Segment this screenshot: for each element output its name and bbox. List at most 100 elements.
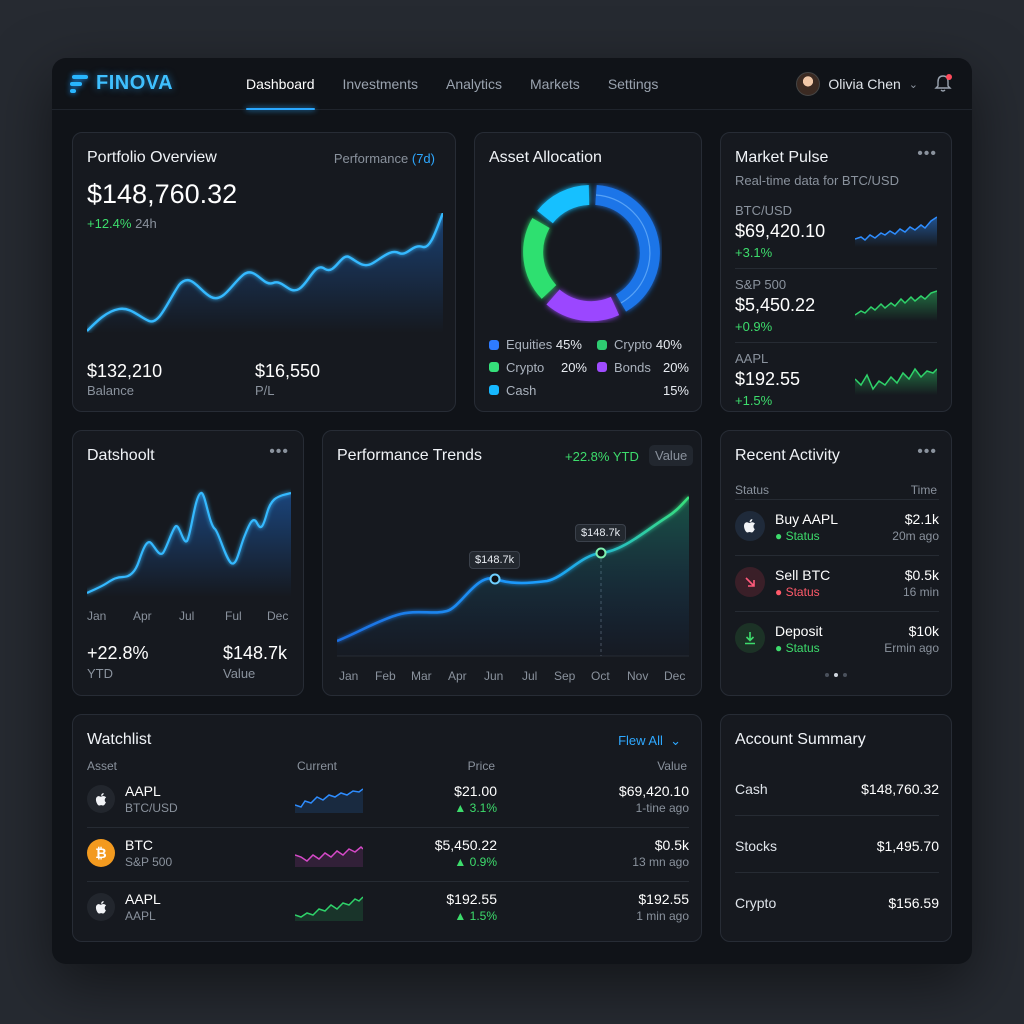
tooltip-value: $148.7k: [469, 551, 521, 569]
value-toggle[interactable]: Value: [649, 445, 694, 466]
x-axis-label: Sep: [554, 669, 576, 683]
allocation-donut-chart: [523, 185, 660, 322]
datsheet-card: Datshoolt ••• Jan Apr Jul Ful Dec +22.8%…: [72, 430, 304, 696]
pl-label: P/L: [255, 383, 275, 398]
more-options-icon[interactable]: •••: [917, 145, 937, 162]
donut-slice-equities: [594, 185, 660, 312]
card-title: Account Summary: [735, 731, 866, 748]
recent-activity-card: Recent Activity ••• Status Time Buy AAPL…: [720, 430, 952, 696]
x-axis-label: Jul: [179, 609, 195, 623]
market-item-aapl[interactable]: AAPL $192.55 +1.5%: [735, 351, 937, 425]
status-badge: ● Status: [775, 585, 820, 599]
card-title: Market Pulse: [735, 149, 829, 166]
price-change: ▲ 0.9%: [454, 855, 497, 869]
watchlist-card: Watchlist Flew All ⌄ Asset Current Price…: [72, 714, 702, 942]
legend-swatch: [489, 385, 499, 395]
more-options-icon[interactable]: •••: [269, 443, 289, 460]
legend-item-cash: Cash 15%: [489, 383, 689, 398]
x-axis-label: Apr: [448, 669, 467, 683]
x-axis-label: Jan: [339, 669, 359, 683]
divider: [87, 881, 689, 882]
portfolio-total: $148,760.32: [87, 179, 238, 209]
x-axis-label: Jan: [87, 609, 107, 623]
notification-bell-icon[interactable]: [934, 74, 952, 94]
x-axis-label: Dec: [267, 609, 289, 623]
performance-line-chart: [337, 496, 689, 657]
x-axis-label: Apr: [133, 609, 152, 623]
table-row[interactable]: ₿ BTC S&P 500 $5,450.22 ▲ 0.9% $0.5k 13 …: [87, 831, 689, 885]
sparkline: [295, 896, 363, 921]
sparkline: [855, 216, 937, 247]
x-axis-label: Nov: [627, 669, 649, 683]
chevron-down-icon: ⌄: [666, 733, 681, 748]
column-header-time: Time: [910, 483, 937, 497]
nav-investments[interactable]: Investments: [342, 76, 418, 92]
legend-swatch: [489, 339, 499, 350]
market-pulse-card: Market Pulse ••• Real-time data for BTC/…: [720, 132, 952, 412]
market-item-btc[interactable]: BTC/USD $69,420.10 +3.1%: [735, 203, 937, 277]
pagination-dots[interactable]: [825, 673, 847, 677]
legend-item-equities: Equities 45%: [489, 337, 582, 352]
user-menu[interactable]: Olivia Chen ⌄: [796, 72, 918, 96]
legend-item-crypto: Crypto 40%: [597, 337, 682, 352]
data-point: [595, 547, 607, 559]
price-change: ▲ 3.1%: [454, 801, 497, 815]
activity-item[interactable]: Buy AAPL ● Status $2.1k 20m ago: [735, 507, 939, 557]
divider: [735, 815, 939, 816]
apple-icon: [735, 511, 765, 541]
performance-range-selector[interactable]: Performance (7d): [333, 151, 435, 166]
asset-allocation-card: Asset Allocation Equities 45% Crypto 40%: [474, 132, 702, 412]
x-axis-label: Jul: [522, 669, 538, 683]
activity-item[interactable]: Sell BTC ● Status $0.5k 16 min: [735, 563, 939, 613]
view-all-link[interactable]: Flew All ⌄: [618, 733, 681, 748]
tooltip-value: $148.7k: [575, 524, 627, 542]
brand-logo[interactable]: FINOVA: [70, 72, 173, 95]
chevron-down-icon: ⌄: [908, 78, 918, 91]
top-navigation-bar: FINOVA Dashboard Investments Analytics M…: [52, 58, 972, 110]
divider: [735, 872, 939, 873]
table-row[interactable]: AAPL AAPL $192.55 ▲ 1.5% $192.55 1 min a…: [87, 885, 689, 939]
activity-item[interactable]: Deposit ● Status $10k Ermin ago: [735, 619, 939, 669]
finova-logo-icon: [70, 73, 90, 95]
x-axis-label: Ful: [225, 609, 242, 623]
donut-slice-bonds: [546, 289, 620, 322]
sparkline: [295, 788, 363, 813]
nav-dashboard[interactable]: Dashboard: [232, 58, 329, 110]
market-item-sp500[interactable]: S&P 500 $5,450.22 +0.9%: [735, 277, 937, 351]
price-change: ▲ 1.5%: [454, 909, 497, 923]
value-value: $148.7k: [223, 643, 288, 663]
legend-item-crypto-2: Crypto 20%: [489, 360, 587, 375]
sparkline: [295, 845, 363, 867]
nav-markets[interactable]: Markets: [530, 76, 580, 92]
sparkline: [855, 290, 937, 321]
x-axis-label: Jun: [484, 669, 504, 683]
x-axis-label: Mar: [411, 669, 432, 683]
table-row[interactable]: AAPL BTC/USD $21.00 ▲ 3.1% $69,420.10 1-…: [87, 777, 689, 831]
x-axis-label: Oct: [591, 669, 610, 683]
card-title: Datshoolt: [87, 447, 155, 464]
pl-value: $16,550: [255, 361, 321, 381]
card-title: Performance Trends: [337, 447, 482, 464]
card-subtitle: Real-time data for BTC/USD: [735, 173, 899, 188]
column-header-value: Value: [657, 759, 687, 773]
column-header-asset: Asset: [87, 759, 118, 773]
apple-icon: [87, 893, 115, 921]
more-options-icon[interactable]: •••: [917, 443, 937, 460]
nav-analytics[interactable]: Analytics: [445, 76, 503, 92]
bitcoin-icon: ₿: [87, 839, 115, 867]
card-title: Watchlist: [87, 731, 152, 748]
divider: [735, 268, 937, 269]
legend-swatch: [597, 339, 607, 350]
account-summary-card: Account Summary Cash $148,760.32 Stocks …: [720, 714, 952, 942]
performance-trends-card: Performance Trends +22.8% YTD Value: [322, 430, 702, 696]
status-badge: ● Status: [775, 641, 820, 655]
ytd-change: +22.8% YTD: [565, 449, 639, 464]
x-axis-label: Feb: [375, 669, 396, 683]
sparkline: [855, 367, 937, 395]
column-header-status: Status: [735, 483, 770, 497]
nav-settings[interactable]: Settings: [607, 76, 659, 92]
portfolio-overview-card: Portfolio Overview Performance (7d) $148…: [72, 132, 456, 412]
x-axis-label: Dec: [664, 669, 686, 683]
divider: [735, 555, 939, 556]
legend-item-bonds: Bonds 20%: [597, 360, 689, 375]
